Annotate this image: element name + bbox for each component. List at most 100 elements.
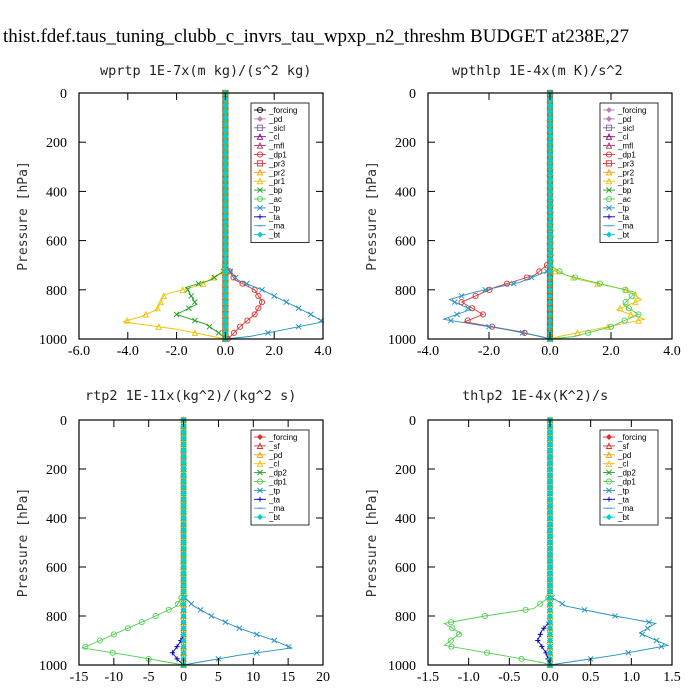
data-point [180, 478, 187, 485]
data-point [546, 514, 554, 522]
legend-marker [256, 115, 264, 122]
data-point [180, 459, 187, 466]
x-tick-label: 4.0 [314, 344, 332, 359]
data-point [646, 619, 652, 626]
data-point [546, 225, 554, 232]
legend-label: _bp [617, 186, 632, 195]
data-point [546, 545, 554, 552]
y-tick-label: 600 [395, 235, 416, 250]
data-point [546, 508, 554, 515]
panel-title: rtp2 1E-11x(kg^2)/(kg^2 s) [85, 388, 296, 404]
data-point [546, 200, 554, 207]
data-point [546, 274, 554, 281]
data-point [622, 299, 629, 306]
data-point [546, 169, 554, 176]
data-point [222, 194, 229, 201]
y-tick-label: 0 [409, 87, 416, 102]
data-point [546, 139, 554, 146]
legend-marker [605, 195, 613, 203]
x-tick-label: 0.0 [217, 344, 235, 359]
data-point [546, 311, 554, 318]
y-tick-label: 800 [395, 610, 416, 625]
data-point [546, 612, 554, 620]
legend-marker [605, 514, 613, 521]
y-tick-label: 0 [409, 414, 416, 429]
data-point [546, 268, 554, 275]
data-point [546, 594, 554, 601]
legend-label: _cl [268, 133, 279, 142]
data-point [546, 182, 554, 189]
data-point [96, 637, 103, 644]
legend-label: _ma [617, 504, 634, 513]
legend-label: _ma [268, 504, 285, 513]
data-point [255, 292, 262, 300]
legend-label: _dp1 [268, 478, 287, 487]
data-point [546, 637, 554, 644]
data-point [227, 268, 234, 275]
legend-marker [256, 195, 264, 203]
legend-label: _ta [617, 213, 630, 222]
legend-marker [605, 160, 613, 167]
data-point [546, 126, 554, 133]
y-axis-label: Pressure [hPa] [365, 161, 380, 271]
data-point [639, 631, 646, 638]
legend-marker [256, 514, 264, 521]
legend-marker [257, 204, 263, 211]
legend-label: _cl [617, 133, 628, 142]
data-point [546, 305, 554, 312]
data-point [546, 600, 554, 607]
plot-frame [78, 419, 324, 666]
legend-label: _dp1 [268, 151, 287, 160]
legend-marker [256, 133, 264, 140]
legend-marker [256, 151, 264, 158]
data-point [253, 631, 260, 638]
legend-label: _bt [268, 513, 281, 522]
data-point [222, 225, 229, 232]
data-point [546, 299, 554, 306]
legend-label: _forcing [617, 106, 646, 115]
y-tick-label: 0 [60, 87, 67, 102]
data-point [537, 600, 544, 607]
data-point [222, 311, 229, 318]
data-point [152, 612, 159, 620]
data-point [180, 570, 187, 577]
legend-label: _pr1 [268, 177, 286, 186]
data-point [180, 612, 187, 620]
x-tick-label: 2.0 [265, 344, 283, 359]
data-point [180, 643, 187, 650]
series-dp1 [458, 89, 554, 343]
data-point [546, 496, 554, 503]
data-point [469, 305, 476, 312]
data-point [180, 490, 187, 497]
legend-marker [605, 168, 613, 176]
data-point [628, 292, 635, 300]
legend-label: _tp [268, 204, 281, 213]
y-tick-label: 800 [395, 284, 416, 299]
data-point [222, 114, 229, 121]
data-point [222, 256, 229, 263]
legend-label: _pr3 [617, 159, 635, 168]
data-point [271, 293, 278, 299]
data-point [222, 231, 229, 238]
data-point [612, 613, 618, 619]
data-point [518, 655, 525, 662]
data-point [604, 323, 612, 330]
x-tick-label: 1.5 [663, 670, 681, 685]
data-point [222, 212, 229, 220]
legend-marker [256, 442, 264, 449]
legend-marker [605, 106, 613, 114]
series-tp [222, 90, 325, 342]
legend-label: _pr2 [268, 168, 286, 177]
legend-marker [605, 133, 613, 140]
legend-marker [256, 106, 264, 114]
x-tick-label: 20 [316, 670, 330, 685]
data-point [180, 441, 187, 448]
data-point [625, 305, 632, 312]
data-point [222, 182, 229, 189]
data-point [165, 606, 172, 613]
data-point [522, 606, 529, 613]
data-point [546, 472, 554, 479]
data-point [449, 625, 456, 632]
x-tick-label: -4.0 [417, 344, 439, 359]
data-point [307, 311, 314, 318]
